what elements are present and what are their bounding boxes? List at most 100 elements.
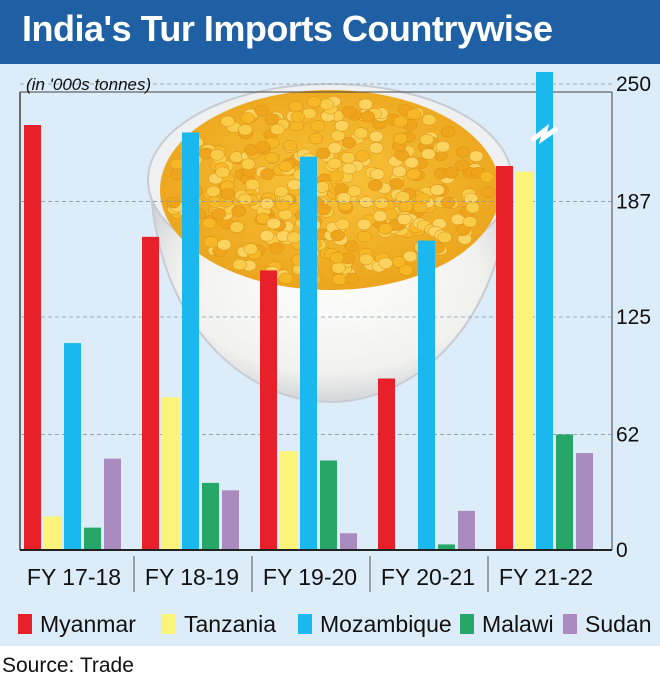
lentil-grain xyxy=(393,132,408,145)
legend-swatch-myanmar xyxy=(18,614,32,634)
legend-label-mozambique: Mozambique xyxy=(320,611,452,637)
legend-swatch-malawi xyxy=(460,614,474,634)
bar-sudan-fy20-21 xyxy=(458,510,475,550)
y-tick-label: 187 xyxy=(616,190,651,213)
lentil-grain xyxy=(327,142,343,154)
lentil-grain xyxy=(330,129,346,142)
bar-malawi-fy18-19 xyxy=(202,482,219,550)
category-label: FY 17-18 xyxy=(27,564,121,590)
lentil-grain xyxy=(215,166,230,179)
bar-myanmar-fy20-21 xyxy=(378,378,395,550)
lentil-grain xyxy=(314,181,330,193)
lentil-grain xyxy=(282,139,298,152)
lentil-grain xyxy=(415,192,430,205)
lentil-grain xyxy=(270,123,285,136)
lentil-grain xyxy=(287,178,302,191)
lentil-grain xyxy=(391,256,406,268)
bar-sudan-fy17-18 xyxy=(104,458,121,550)
lentil-grain xyxy=(240,158,256,170)
lentil-grain xyxy=(356,218,372,231)
lentil-grain xyxy=(355,150,370,162)
bar-myanmar-fy19-20 xyxy=(260,270,277,550)
bars xyxy=(24,72,593,551)
lentil-grain xyxy=(421,148,436,160)
lentil-grain xyxy=(232,258,247,271)
legend-label-sudan: Sudan xyxy=(585,611,652,637)
bar-tanzania-fy17-18 xyxy=(44,516,61,550)
lentil-grain xyxy=(440,125,456,138)
lentil-grain xyxy=(316,203,331,216)
lentil-grain xyxy=(444,167,459,179)
bar-malawi-fy20-21 xyxy=(438,544,455,550)
category-label: FY 21-22 xyxy=(499,564,593,590)
lentil-grain xyxy=(266,217,282,230)
lentil-grain xyxy=(307,95,322,108)
category-label: FY 20-21 xyxy=(381,564,475,590)
lentil-grain xyxy=(203,236,219,248)
lentil-grain xyxy=(397,213,412,226)
lentil-grain xyxy=(275,199,290,211)
category-label: FY 19-20 xyxy=(263,564,357,590)
legend-swatch-mozambique xyxy=(298,614,312,634)
lentil-grain xyxy=(357,230,372,243)
bar-malawi-fy21-22 xyxy=(556,434,573,550)
lentil-grain xyxy=(404,156,420,169)
lentil-grain xyxy=(353,127,369,139)
legend-label-malawi: Malawi xyxy=(482,611,554,637)
bar-tanzania-fy18-19 xyxy=(162,397,179,550)
lentil-grain xyxy=(290,111,305,123)
lentil-grain xyxy=(468,150,484,162)
bar-sudan-fy19-20 xyxy=(340,533,357,550)
bar-myanmar-fy18-19 xyxy=(142,236,159,550)
lentil-grain xyxy=(340,152,356,164)
y-tick-label: 0 xyxy=(616,539,628,562)
lentil-grain xyxy=(274,185,289,198)
lentil-grain xyxy=(440,196,456,209)
lentil-grain xyxy=(370,168,385,180)
lentil-grain xyxy=(435,140,451,153)
lentil-grain xyxy=(398,264,414,276)
lentil-grain xyxy=(419,133,435,146)
legend-label-myanmar: Myanmar xyxy=(40,611,136,637)
lentil-grain xyxy=(360,110,376,123)
title-bar: India's Tur Imports Countrywise xyxy=(0,0,660,64)
bar-tanzania-fy19-20 xyxy=(280,451,297,550)
lentil-grain xyxy=(169,168,185,181)
lentil-grain xyxy=(329,170,344,182)
lentil-grain xyxy=(462,216,478,228)
lentil-grain xyxy=(455,146,471,158)
lentil-grain xyxy=(260,168,275,180)
y-tick-labels: 0 62 125 187 250 xyxy=(616,73,651,562)
axis-break-mark xyxy=(530,123,559,145)
lentil-grain xyxy=(269,242,284,254)
lentil-grain xyxy=(216,238,232,251)
lentil-grain xyxy=(237,193,253,206)
lentil-grain xyxy=(329,251,345,264)
lentil-grain xyxy=(344,240,360,253)
break-zigzag xyxy=(530,123,559,145)
lentil-grain xyxy=(358,253,374,266)
lentil-grain xyxy=(378,222,393,235)
bar-mozambique-fy18-19 xyxy=(182,132,199,551)
lentil-grain xyxy=(332,273,347,286)
lentil-grain xyxy=(264,113,280,126)
lentil-grain xyxy=(406,108,422,120)
lentil-grain xyxy=(206,185,221,198)
bar-mozambique-fy20-21 xyxy=(418,240,435,551)
lentil-grain xyxy=(480,186,496,198)
lentil-grain xyxy=(406,168,421,180)
lentil-grain xyxy=(331,262,346,274)
lentil-grain xyxy=(479,171,495,183)
lentil-grain xyxy=(231,205,246,217)
lentil-grain xyxy=(308,132,324,145)
lentil-grain xyxy=(455,224,471,236)
y-tick-label: 125 xyxy=(616,306,651,329)
lentil-grain xyxy=(389,178,404,190)
lentil-grain xyxy=(278,160,294,173)
lentil-grain xyxy=(240,112,256,124)
lentil-grain xyxy=(372,210,388,222)
lentil-grain xyxy=(220,115,235,128)
bar-myanmar-fy21-22 xyxy=(496,166,513,551)
lentil-grain xyxy=(341,106,357,118)
lentil-grain xyxy=(245,178,260,191)
